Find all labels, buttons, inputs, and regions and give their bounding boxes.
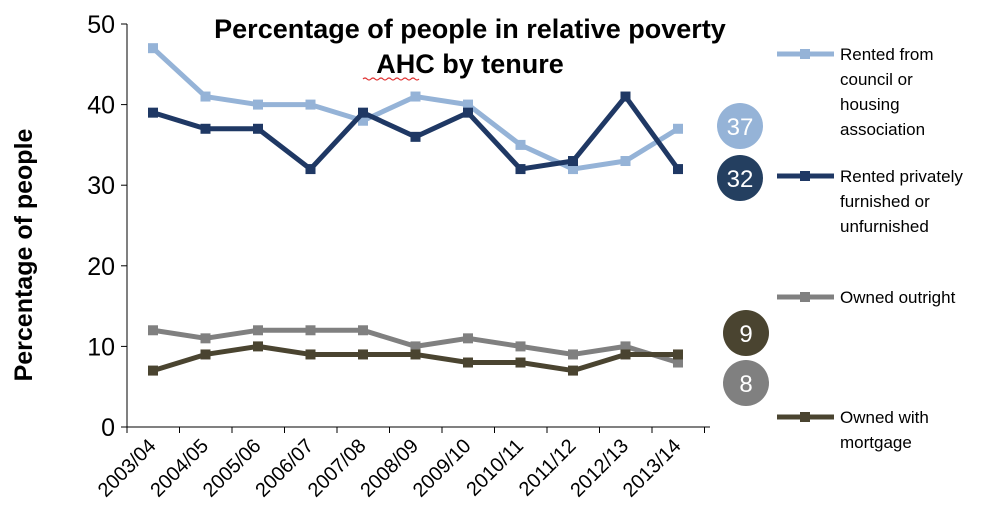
data-point — [358, 349, 368, 360]
latest-value-label: 8 — [739, 371, 752, 398]
data-point — [463, 333, 473, 344]
data-point — [410, 341, 421, 352]
legend-label: Rented privately — [840, 167, 963, 186]
series-1 — [148, 91, 683, 175]
y-tick-label: 20 — [87, 253, 115, 281]
data-point — [515, 164, 526, 175]
y-axis-ticks: 0 10 20 30 40 50 — [87, 11, 127, 442]
data-point — [568, 349, 578, 360]
data-point — [148, 365, 158, 376]
series-3 — [148, 341, 683, 376]
data-point — [305, 164, 316, 175]
data-point — [673, 357, 683, 368]
data-point — [358, 107, 368, 118]
legend-marker — [800, 171, 810, 181]
data-point — [410, 131, 421, 142]
data-point — [200, 349, 211, 360]
data-point — [463, 99, 473, 110]
y-tick-label: 10 — [87, 333, 115, 361]
y-axis-label: Percentage of people — [10, 128, 38, 381]
x-tick-label: 2010/11 — [462, 435, 528, 501]
chart-title-line-1: Percentage of people in relative poverty — [214, 14, 726, 44]
legend-item: Owned with mortgage — [777, 408, 929, 452]
x-tick-label: 2009/10 — [409, 435, 476, 502]
y-tick-label: 30 — [87, 172, 115, 200]
data-point — [305, 349, 316, 360]
y-tick-label: 50 — [87, 11, 115, 39]
data-point — [673, 349, 683, 360]
chart-title: Percentage of people in relative poverty… — [214, 14, 726, 81]
legend-item: Owned outright — [777, 288, 956, 307]
data-point — [200, 123, 211, 134]
data-point — [515, 341, 526, 352]
data-point — [148, 43, 158, 54]
data-point — [410, 91, 421, 102]
data-point — [673, 164, 683, 175]
data-point — [673, 123, 683, 134]
data-point — [148, 325, 158, 336]
latest-value-badge — [717, 103, 763, 149]
x-tick-label: 2013/14 — [619, 435, 686, 502]
data-point — [568, 156, 578, 167]
data-point — [620, 156, 631, 167]
series-2 — [148, 325, 683, 368]
data-point — [358, 115, 368, 126]
x-axis-ticks: 2003/042004/052005/062006/072007/082008/… — [94, 427, 705, 502]
data-point — [463, 357, 473, 368]
data-point — [200, 333, 211, 344]
series-0 — [148, 43, 683, 175]
legend-label: association — [840, 120, 925, 139]
data-point — [305, 325, 316, 336]
latest-value-badge — [717, 155, 763, 201]
data-point — [515, 357, 526, 368]
data-point — [620, 349, 631, 360]
spellcheck-underline — [362, 77, 420, 81]
legend-label: Rented from — [840, 45, 934, 64]
legend-label: mortgage — [840, 433, 912, 452]
data-point — [253, 123, 263, 134]
data-point — [358, 325, 368, 336]
legend-label: unfurnished — [840, 217, 929, 236]
legend-marker — [800, 412, 810, 422]
legend-marker — [800, 49, 810, 59]
legend-marker — [800, 292, 810, 302]
legend-label: furnished or — [840, 192, 930, 211]
data-point — [253, 341, 263, 352]
latest-value-badge — [723, 360, 769, 406]
data-point — [253, 99, 263, 110]
data-point — [568, 164, 578, 175]
y-tick-label: 40 — [87, 92, 115, 120]
data-point — [410, 349, 421, 360]
latest-value-label: 37 — [727, 114, 754, 141]
chart-title-line-2: AHC by tenure — [376, 49, 564, 79]
data-point — [568, 365, 578, 376]
latest-value-label: 32 — [727, 166, 754, 193]
data-point — [515, 139, 526, 150]
data-point — [620, 341, 631, 352]
data-point — [305, 99, 316, 110]
data-point — [200, 91, 211, 102]
legend-item: Rented from council or housing association — [777, 45, 934, 139]
y-tick-label: 0 — [101, 414, 115, 442]
legend-item: Rented privately furnished or unfurnished — [777, 167, 963, 236]
data-point — [620, 91, 631, 102]
legend-label: council or — [840, 70, 913, 89]
data-point — [463, 107, 473, 118]
data-point — [148, 107, 158, 118]
legend-label: Owned with — [840, 408, 929, 427]
latest-value-label: 9 — [739, 321, 752, 348]
latest-value-badges: 37 32 8 9 — [717, 103, 769, 406]
series-lines — [148, 43, 683, 376]
legend-label: Owned outright — [840, 288, 956, 307]
legend-label: housing — [840, 95, 900, 114]
latest-value-badge — [723, 310, 769, 356]
data-point — [253, 325, 263, 336]
